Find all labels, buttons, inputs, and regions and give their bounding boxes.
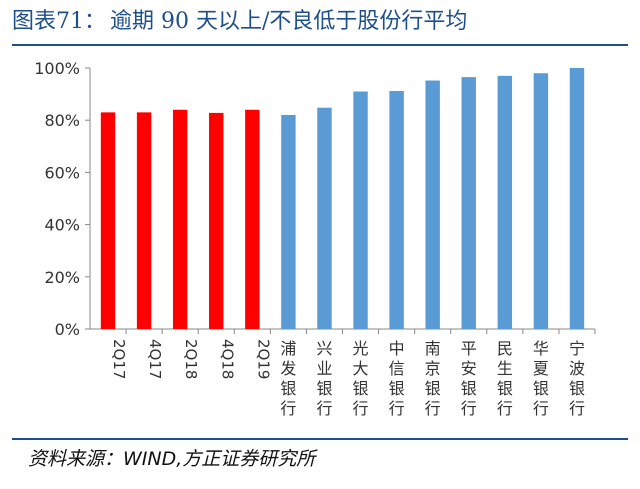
y-tick-label: 40% — [44, 216, 80, 235]
y-tick-label: 0% — [55, 320, 80, 339]
y-tick-label: 60% — [44, 163, 80, 182]
x-axis-labels: 2Q17 4Q17 2Q18 4Q18 2Q19 浦发银行 兴业银行 光大银行 中信银行 南京银行… — [110, 329, 596, 418]
bar — [317, 107, 332, 329]
x-tick-label: 4Q18 — [218, 339, 236, 379]
bar — [353, 91, 368, 329]
figure-label: 图表71： — [12, 9, 106, 34]
bar — [172, 109, 188, 329]
y-tick-label: 100% — [34, 59, 80, 78]
x-tick-label: 2Q18 — [182, 339, 200, 379]
x-tick-label: 2Q17 — [110, 339, 128, 379]
bar-chart: 0% 20% 40% 60% 80% 100% 2Q17 4Q17 2Q18 4Q18 2Q19 浦… — [34, 59, 596, 418]
chart-area: 0% 20% 40% 60% 80% 100% 2Q17 4Q17 2Q18 4Q18 2Q19 浦… — [0, 46, 640, 438]
bar-series — [100, 68, 585, 330]
bar — [389, 90, 404, 329]
bar — [281, 114, 296, 329]
x-tick-label: 宁波银行 — [569, 339, 585, 418]
x-tick-label: 民生银行 — [497, 339, 513, 418]
x-tick-label: 光大银行 — [353, 339, 369, 418]
bar — [569, 68, 585, 329]
x-tick-label: 南京银行 — [425, 339, 441, 418]
header-rule — [12, 44, 628, 46]
source-note: 资料来源：WIND,方正证券研究所 — [28, 448, 316, 470]
x-tick-label: 2Q19 — [254, 339, 272, 379]
bar — [136, 112, 152, 330]
y-axis-ticks: 0% 20% 40% 60% 80% 100% — [34, 59, 90, 339]
bar — [245, 109, 260, 329]
x-tick-label: 4Q17 — [146, 339, 164, 379]
chart-title: 逾期 90 天以上/不良低于股份行平均 — [110, 9, 468, 34]
figure-header: 图表71： 逾期 90 天以上/不良低于股份行平均 — [12, 0, 628, 44]
x-tick-label: 平安银行 — [461, 339, 477, 418]
bar — [209, 112, 224, 329]
x-tick-label: 中信银行 — [389, 339, 405, 418]
bar — [497, 75, 513, 329]
y-tick-label: 80% — [44, 111, 80, 130]
y-tick-label: 20% — [44, 268, 80, 287]
x-tick-label: 兴业银行 — [316, 339, 332, 418]
bar — [461, 77, 476, 329]
footer-rule — [12, 438, 628, 440]
bar — [425, 80, 440, 329]
bar — [100, 112, 116, 330]
x-tick-label: 华夏银行 — [533, 339, 549, 418]
bar — [533, 73, 549, 329]
x-tick-label: 浦发银行 — [280, 339, 296, 418]
